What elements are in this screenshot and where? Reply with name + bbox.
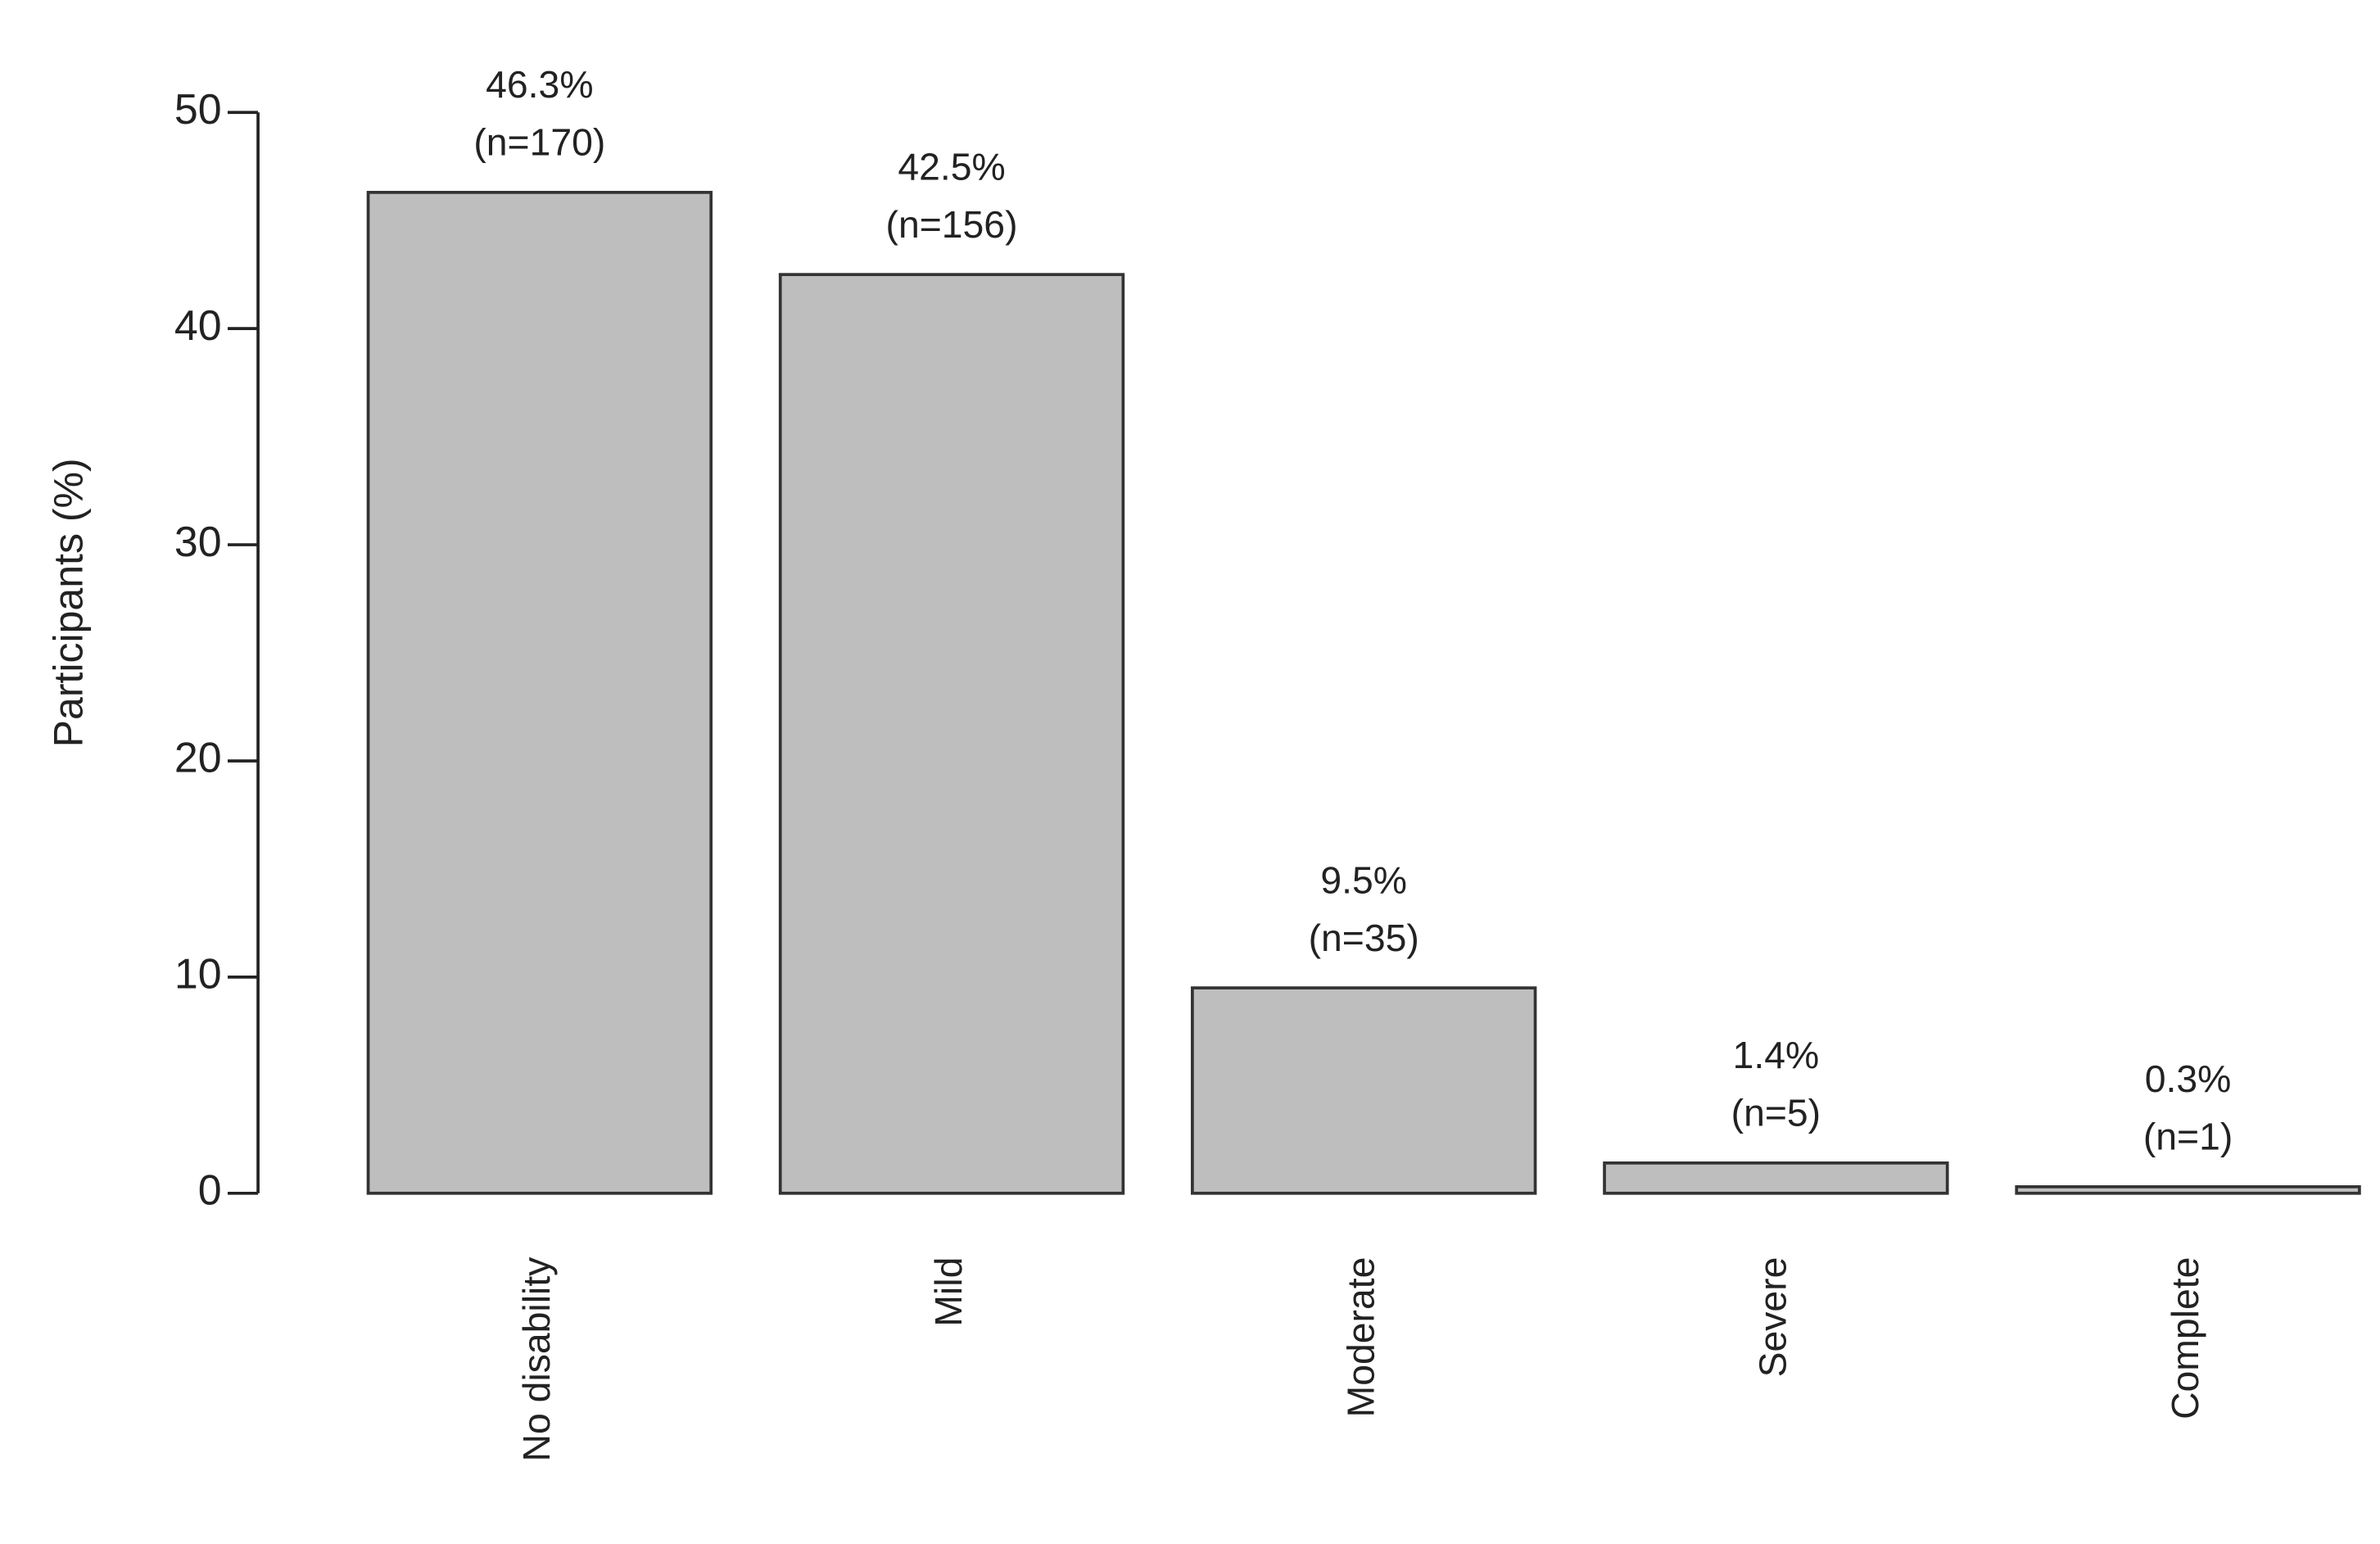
value-label: 1.4% [1733, 1034, 1820, 1076]
y-tick-label: 0 [198, 1166, 222, 1213]
value-label: 0.3% [2145, 1057, 2232, 1100]
y-axis-label: Participants (%) [45, 458, 91, 747]
bar [1603, 1161, 1949, 1195]
count-label: (n=156) [886, 203, 1018, 246]
value-label: 46.3% [486, 63, 593, 106]
x-tick-label: Moderate [1339, 1257, 1382, 1418]
y-tick-label: 20 [174, 734, 222, 781]
y-tick-label: 10 [174, 950, 222, 998]
count-label: (n=170) [473, 121, 605, 164]
x-tick-label: Severe [1752, 1257, 1794, 1378]
y-tick-label: 50 [174, 85, 222, 133]
bar [2015, 1185, 2361, 1195]
x-tick-label: Complete [2164, 1257, 2206, 1419]
value-label: 42.5% [898, 146, 1005, 188]
y-tick-label: 40 [174, 301, 222, 349]
bar [366, 191, 713, 1195]
count-label: (n=5) [1731, 1092, 1821, 1134]
bar [1191, 986, 1537, 1195]
count-label: (n=35) [1309, 917, 1419, 959]
value-label: 9.5% [1320, 858, 1407, 901]
y-tick-label: 30 [174, 518, 222, 565]
x-tick-label: Mild [927, 1257, 970, 1327]
count-label: (n=1) [2143, 1116, 2233, 1158]
x-tick-label: No disability [515, 1256, 558, 1462]
bar [778, 273, 1125, 1195]
